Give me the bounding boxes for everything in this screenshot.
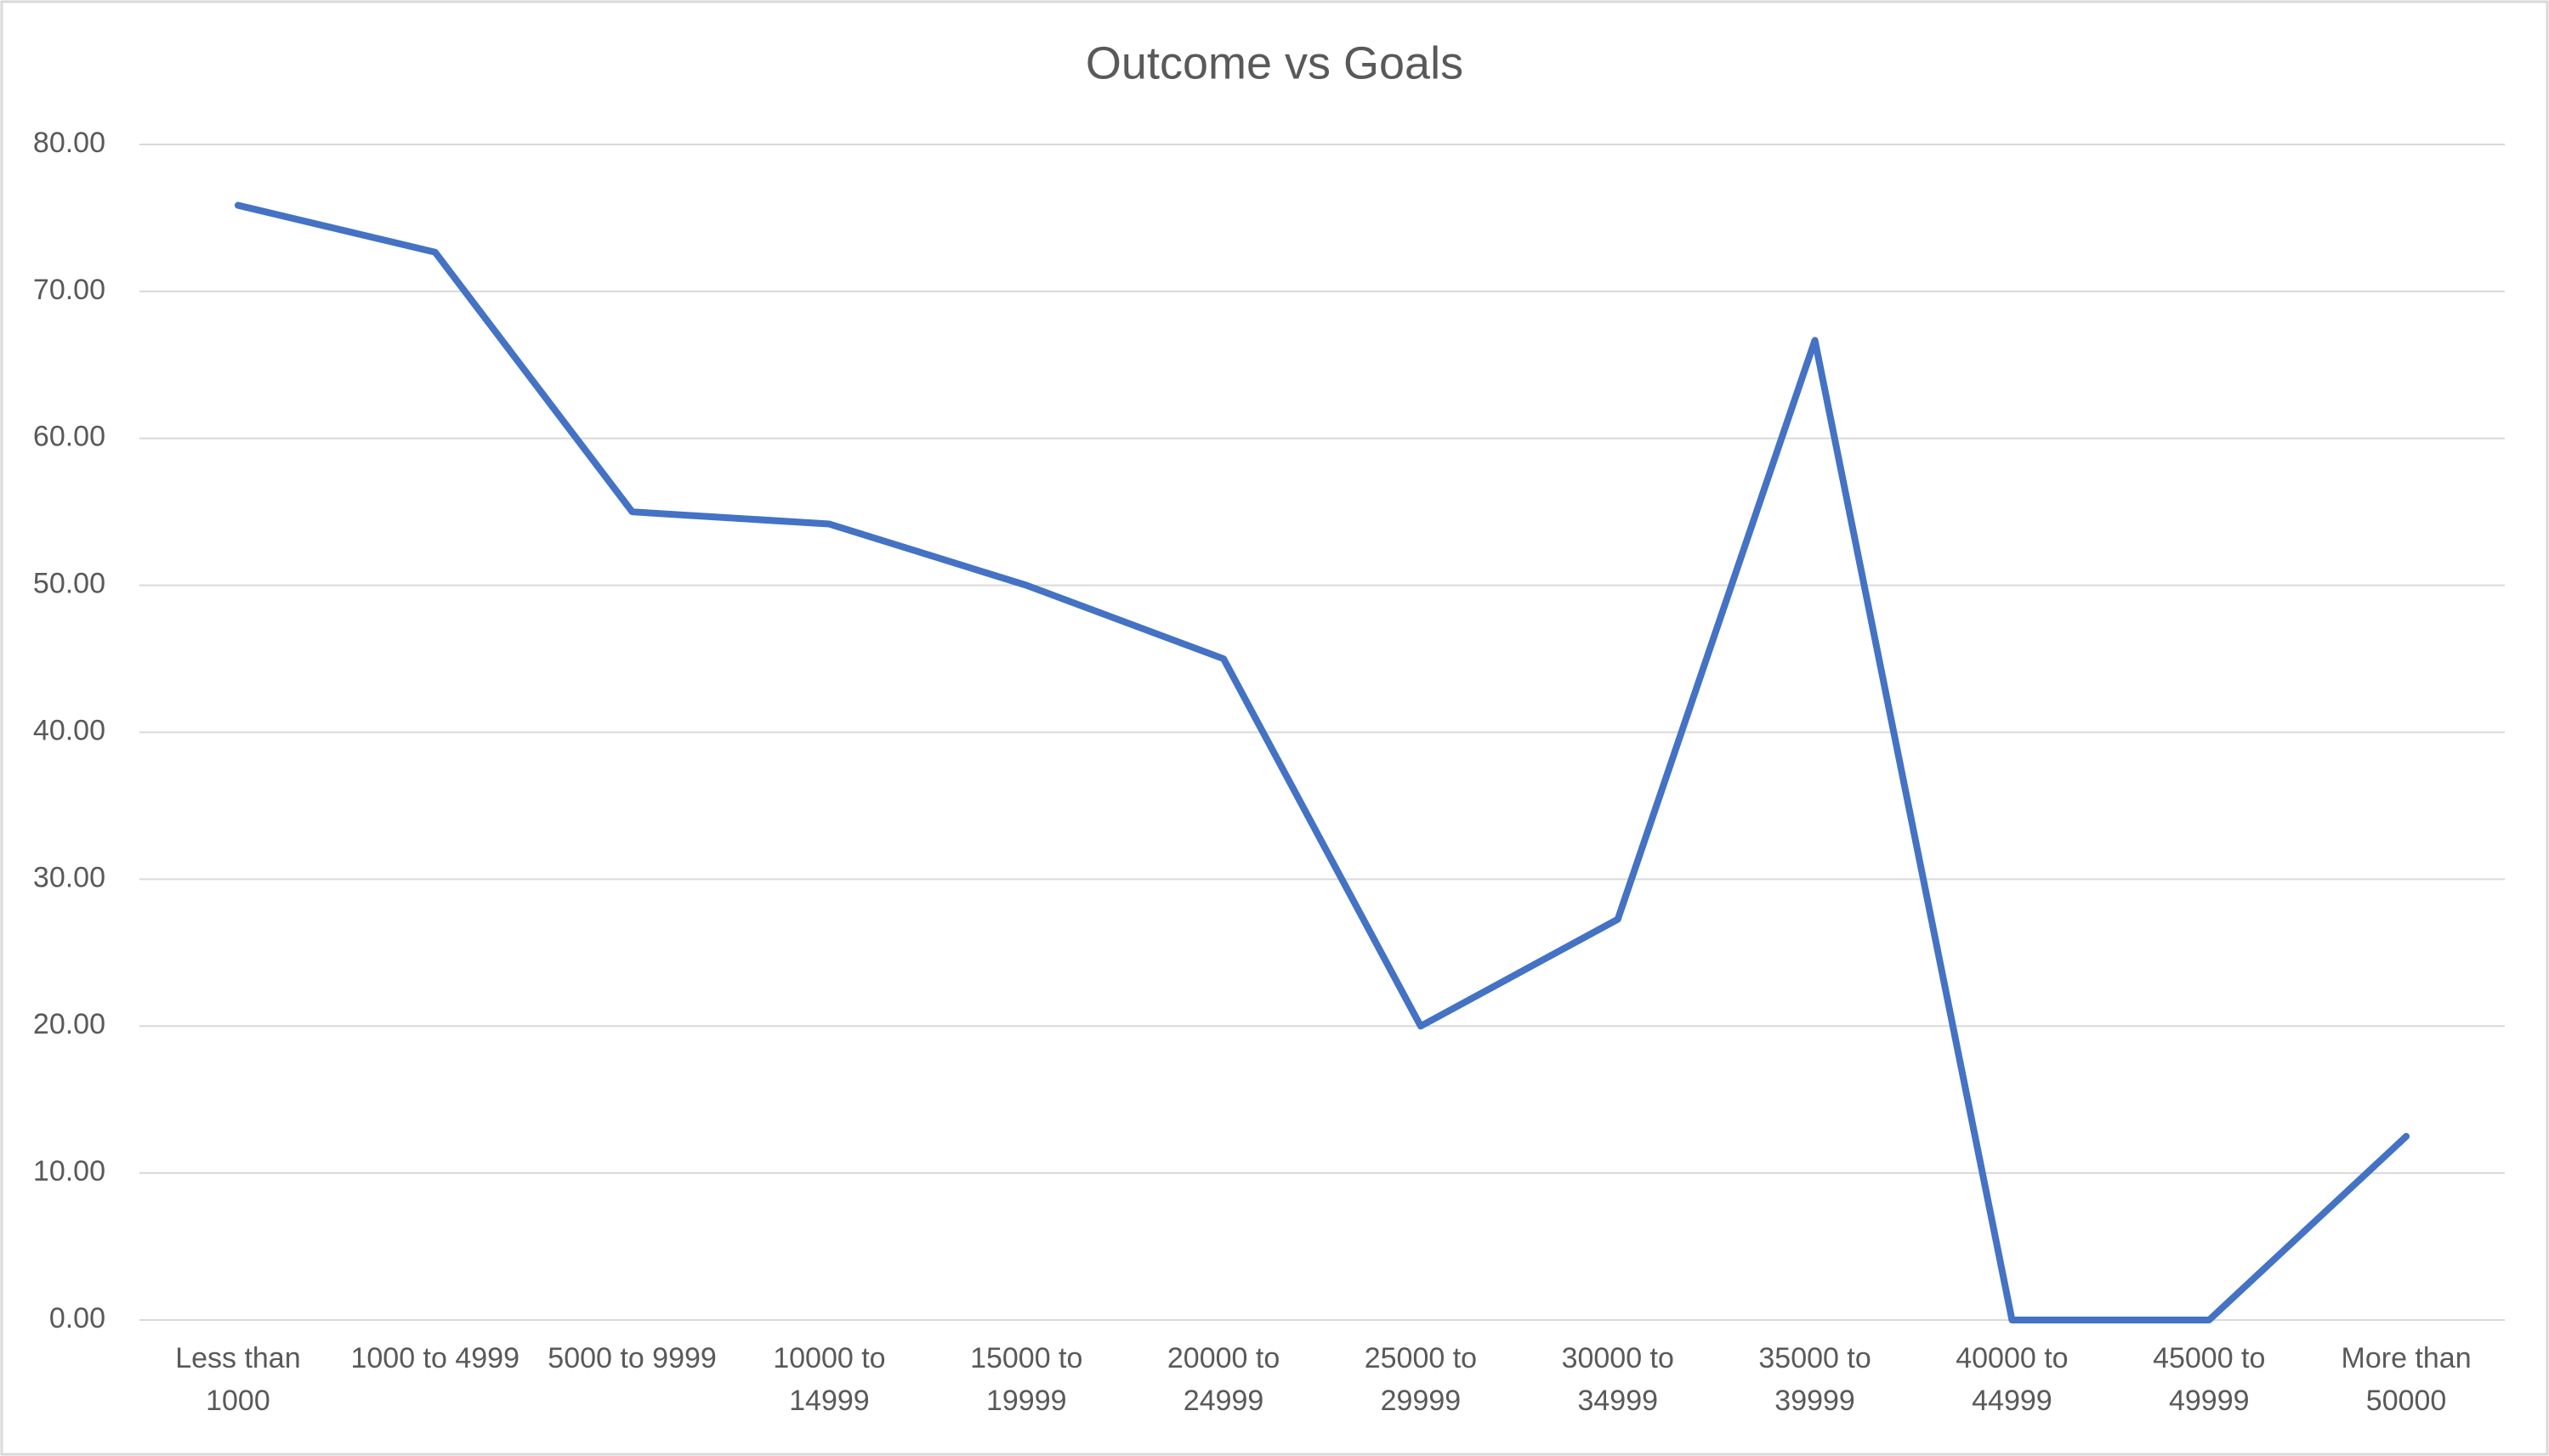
x-tick-label: More than 50000 <box>2341 1342 2472 1417</box>
y-tick-label: 0.00 <box>49 1302 105 1334</box>
y-tick-label: 70.00 <box>33 274 105 306</box>
y-tick-label: 80.00 <box>33 127 105 159</box>
y-tick-label: 40.00 <box>33 714 105 746</box>
chart-title: Outcome vs Goals <box>1086 37 1463 88</box>
y-tick-label: 10.00 <box>33 1155 105 1187</box>
x-tick-label: 5000 to 9999 <box>548 1342 717 1374</box>
y-tick-label: 50.00 <box>33 568 105 600</box>
x-tick-label: 10000 to 14999 <box>773 1342 886 1417</box>
x-tick-label: 35000 to 39999 <box>1758 1342 1871 1417</box>
y-tick-label: 20.00 <box>33 1008 105 1040</box>
x-tick-label: 15000 to 19999 <box>970 1342 1083 1417</box>
y-tick-label: 60.00 <box>33 421 105 453</box>
y-tick-label: 30.00 <box>33 861 105 893</box>
x-tick-label: 40000 to 44999 <box>1956 1342 2069 1417</box>
x-tick-label: 25000 to 29999 <box>1364 1342 1478 1417</box>
x-tick-label: 45000 to 49999 <box>2153 1342 2266 1417</box>
x-tick-label: 20000 to 24999 <box>1167 1342 1280 1417</box>
x-tick-label: Less than 1000 <box>175 1342 301 1417</box>
data-line <box>234 201 2410 1323</box>
x-tick-label: 1000 to 4999 <box>350 1342 519 1374</box>
x-tick-label: 30000 to 34999 <box>1561 1342 1674 1417</box>
